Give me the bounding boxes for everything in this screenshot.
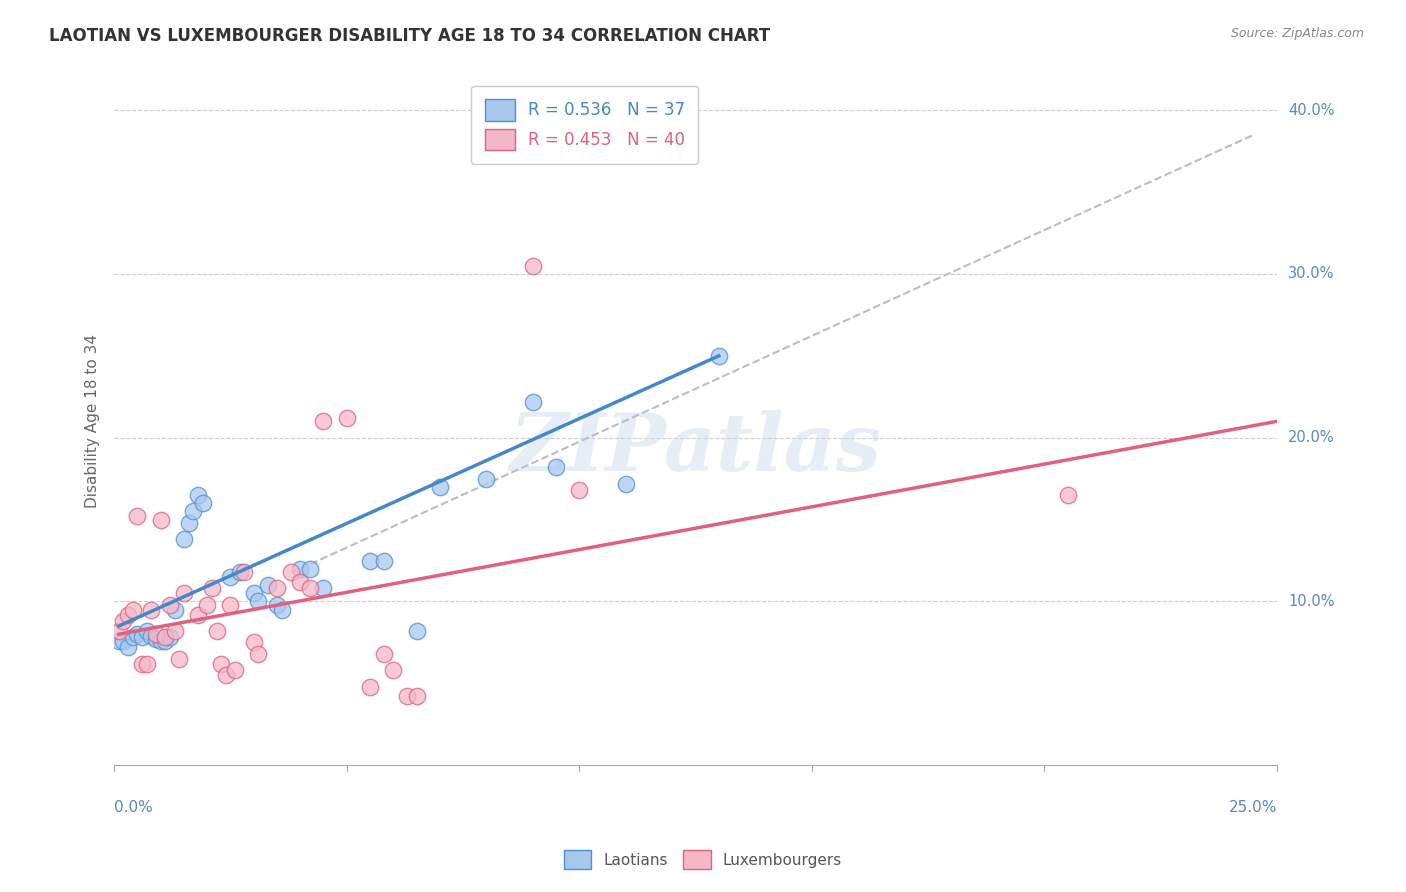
Point <box>108 624 131 638</box>
Text: Source: ZipAtlas.com: Source: ZipAtlas.com <box>1230 27 1364 40</box>
Point <box>312 582 335 596</box>
Point <box>155 631 177 645</box>
Point <box>242 635 264 649</box>
Point <box>359 680 381 694</box>
Point <box>117 640 139 655</box>
Point <box>242 586 264 600</box>
Point <box>169 652 191 666</box>
Point <box>121 602 143 616</box>
Point <box>135 624 157 638</box>
Point <box>280 565 302 579</box>
Point <box>149 633 172 648</box>
Point <box>475 472 498 486</box>
Point <box>405 690 427 704</box>
Point <box>219 570 242 584</box>
Point <box>247 647 270 661</box>
Point <box>233 565 256 579</box>
Point <box>229 565 252 579</box>
Point <box>163 602 186 616</box>
Point <box>181 504 204 518</box>
Point <box>141 629 163 643</box>
Point <box>266 598 288 612</box>
Text: 25.0%: 25.0% <box>1229 799 1277 814</box>
Point <box>145 632 167 647</box>
Point <box>173 586 195 600</box>
Point <box>117 607 139 622</box>
Text: ZIPatlas: ZIPatlas <box>509 410 882 488</box>
Point <box>108 633 131 648</box>
Point <box>219 598 242 612</box>
Point <box>290 574 312 589</box>
Text: 40.0%: 40.0% <box>1288 103 1334 118</box>
Point <box>201 582 224 596</box>
Text: 10.0%: 10.0% <box>1288 594 1334 609</box>
Point <box>359 553 381 567</box>
Legend: R = 0.536   N = 37, R = 0.453   N = 40: R = 0.536 N = 37, R = 0.453 N = 40 <box>471 86 699 163</box>
Point <box>131 631 153 645</box>
Point <box>187 607 209 622</box>
Point <box>707 349 730 363</box>
Point <box>522 394 544 409</box>
Point <box>298 582 321 596</box>
Point <box>382 663 405 677</box>
Point <box>131 657 153 671</box>
Legend: Laotians, Luxembourgers: Laotians, Luxembourgers <box>558 844 848 875</box>
Point <box>568 483 591 497</box>
Point <box>247 594 270 608</box>
Point <box>614 476 637 491</box>
Point <box>215 668 238 682</box>
Text: LAOTIAN VS LUXEMBOURGER DISABILITY AGE 18 TO 34 CORRELATION CHART: LAOTIAN VS LUXEMBOURGER DISABILITY AGE 1… <box>49 27 770 45</box>
Point <box>127 627 149 641</box>
Point <box>112 633 135 648</box>
Point <box>270 602 292 616</box>
Point <box>373 647 395 661</box>
Point <box>522 259 544 273</box>
Point <box>290 562 312 576</box>
Point <box>312 414 335 428</box>
Point <box>256 578 278 592</box>
Point <box>173 533 195 547</box>
Point <box>205 624 228 638</box>
Point <box>1056 488 1078 502</box>
Point <box>191 496 214 510</box>
Point <box>224 663 246 677</box>
Point <box>135 657 157 671</box>
Point <box>405 624 427 638</box>
Point <box>159 631 181 645</box>
Point <box>187 488 209 502</box>
Point <box>373 553 395 567</box>
Point <box>145 627 167 641</box>
Point <box>177 516 200 530</box>
Point <box>121 631 143 645</box>
Text: 0.0%: 0.0% <box>114 799 153 814</box>
Point <box>127 509 149 524</box>
Point <box>155 633 177 648</box>
Point <box>336 411 359 425</box>
Y-axis label: Disability Age 18 to 34: Disability Age 18 to 34 <box>86 334 100 508</box>
Point <box>195 598 218 612</box>
Point <box>396 690 419 704</box>
Text: 30.0%: 30.0% <box>1288 267 1334 282</box>
Point <box>544 460 567 475</box>
Point <box>159 598 181 612</box>
Text: 20.0%: 20.0% <box>1288 430 1334 445</box>
Point <box>209 657 232 671</box>
Point <box>141 602 163 616</box>
Point <box>112 614 135 628</box>
Point <box>266 582 288 596</box>
Point <box>298 562 321 576</box>
Point <box>149 512 172 526</box>
Point <box>429 480 451 494</box>
Point <box>163 624 186 638</box>
